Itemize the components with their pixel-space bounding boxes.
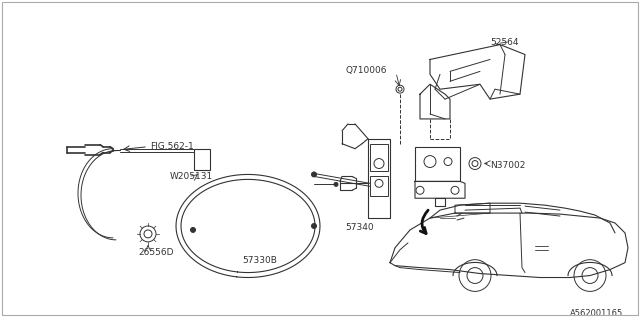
Text: 57330B: 57330B (242, 256, 277, 265)
Text: 52564: 52564 (490, 38, 518, 47)
Circle shape (334, 182, 338, 186)
Text: 57340: 57340 (345, 223, 374, 232)
FancyBboxPatch shape (370, 144, 388, 172)
Circle shape (191, 228, 195, 232)
Text: N37002: N37002 (490, 161, 525, 170)
Circle shape (312, 172, 317, 177)
FancyBboxPatch shape (370, 176, 388, 196)
Text: 26556D: 26556D (138, 248, 173, 257)
Circle shape (312, 223, 317, 228)
Text: A562001165: A562001165 (570, 309, 623, 318)
Text: FIG.562-1: FIG.562-1 (150, 142, 194, 151)
Text: Q710006: Q710006 (345, 67, 387, 76)
FancyBboxPatch shape (415, 147, 460, 181)
Text: W205131: W205131 (170, 172, 213, 181)
FancyBboxPatch shape (194, 149, 210, 171)
